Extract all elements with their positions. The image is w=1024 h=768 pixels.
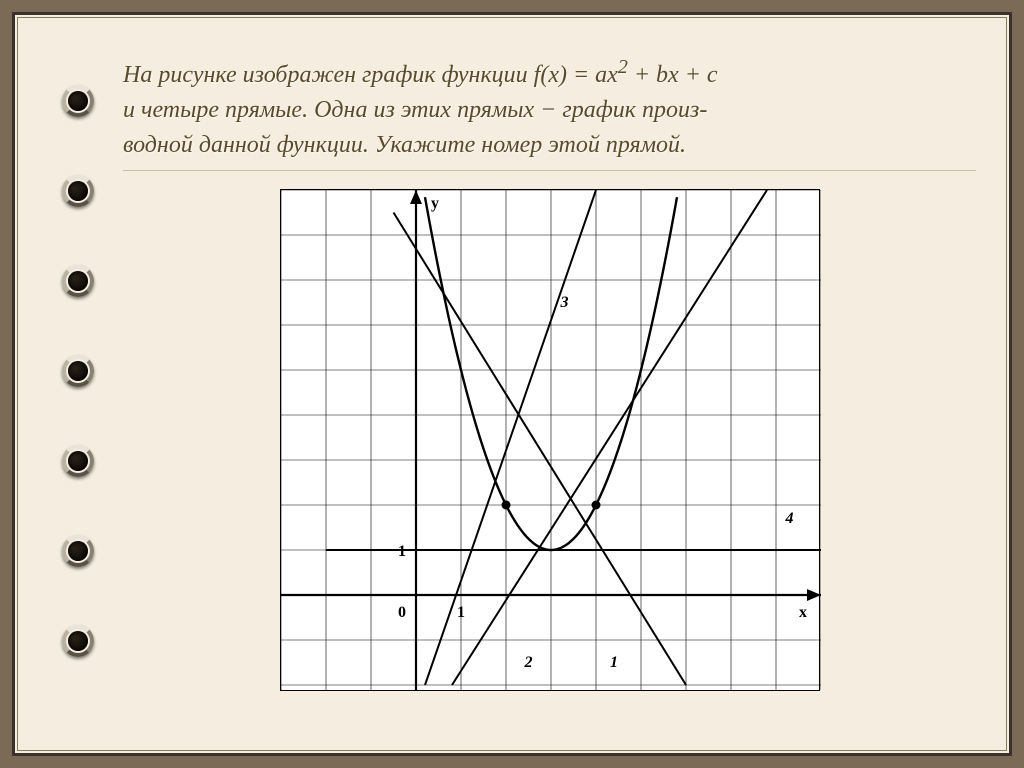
binder-ring xyxy=(56,168,102,214)
svg-text:4: 4 xyxy=(784,510,793,527)
content-area: На рисунке изображен график функции f(x)… xyxy=(123,53,976,720)
binder-ring xyxy=(56,78,102,124)
svg-text:y: y xyxy=(431,195,439,212)
svg-text:x: x xyxy=(799,604,807,621)
chart-svg: 1 2 3 4 y x 0 1 1 xyxy=(281,190,821,690)
slide-inner-frame: На рисунке изображен график функции f(x)… xyxy=(17,17,1007,751)
binder-ring xyxy=(56,438,102,484)
title-part1: На рисунке изображен график функции f(x)… xyxy=(123,62,618,88)
title-line3: водной данной функции. Укажите номер это… xyxy=(123,132,686,158)
chart-container: 1 2 3 4 y x 0 1 1 xyxy=(280,189,820,691)
title-line2: и четыре прямые. Одна из этих прямых − г… xyxy=(123,97,707,123)
svg-text:1: 1 xyxy=(610,654,618,671)
binder-ring xyxy=(56,348,102,394)
binder-ring xyxy=(56,528,102,574)
problem-title: На рисунке изображен график функции f(x)… xyxy=(123,53,976,162)
title-divider xyxy=(123,170,976,171)
binder-ring xyxy=(56,618,102,664)
svg-text:0: 0 xyxy=(398,604,406,621)
svg-text:3: 3 xyxy=(559,294,568,311)
svg-text:2: 2 xyxy=(523,654,532,671)
svg-text:1: 1 xyxy=(457,604,465,621)
title-sup: 2 xyxy=(618,56,628,78)
svg-text:1: 1 xyxy=(398,543,406,560)
binder-ring xyxy=(56,258,102,304)
ring-binding xyxy=(56,78,106,708)
slide-outer-frame: На рисунке изображен график функции f(x)… xyxy=(12,12,1012,756)
title-part2: + bx + c xyxy=(628,62,718,88)
